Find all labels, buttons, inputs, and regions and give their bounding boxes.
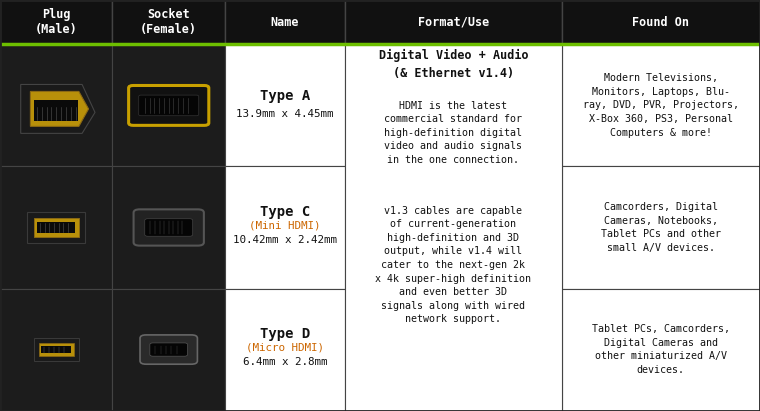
Bar	[112, 44, 225, 166]
Bar	[225, 0, 345, 44]
Bar	[0, 166, 112, 289]
Bar	[345, 0, 562, 44]
FancyBboxPatch shape	[128, 85, 209, 125]
Bar	[39, 343, 74, 356]
Bar	[41, 346, 71, 353]
Text: (Mini HDMI): (Mini HDMI)	[249, 220, 321, 231]
Text: v1.3 cables are capable
of current-generation
high-definition and 3D
output, whi: v1.3 cables are capable of current-gener…	[375, 206, 531, 324]
Text: (Micro HDMI): (Micro HDMI)	[246, 342, 324, 353]
Text: Type C: Type C	[260, 205, 310, 219]
Bar	[0, 44, 112, 166]
Bar	[0, 0, 112, 44]
Bar	[225, 289, 345, 411]
Text: Camcorders, Digital
Cameras, Notebooks,
Tablet PCs and other
small A/V devices.: Camcorders, Digital Cameras, Notebooks, …	[601, 202, 720, 253]
Text: Tablet PCs, Camcorders,
Digital Cameras and
other miniaturized A/V
devices.: Tablet PCs, Camcorders, Digital Cameras …	[592, 324, 730, 375]
FancyBboxPatch shape	[140, 335, 198, 364]
Text: Plug
(Male): Plug (Male)	[35, 8, 78, 36]
Bar	[27, 212, 85, 243]
FancyBboxPatch shape	[144, 219, 193, 236]
Bar	[562, 166, 760, 289]
Text: 13.9mm x 4.45mm: 13.9mm x 4.45mm	[236, 109, 334, 120]
Text: Type D: Type D	[260, 327, 310, 341]
Bar	[33, 218, 79, 237]
Bar	[562, 44, 760, 166]
Bar	[0, 289, 112, 411]
Text: Modern Televisions,
Monitors, Laptops, Blu-
ray, DVD, PVR, Projectors,
X-Box 360: Modern Televisions, Monitors, Laptops, B…	[583, 73, 739, 138]
Polygon shape	[21, 84, 95, 133]
Bar	[37, 222, 75, 233]
Text: Found On: Found On	[632, 16, 689, 29]
Text: Type A: Type A	[260, 89, 310, 104]
Text: Socket
(Female): Socket (Female)	[140, 8, 197, 36]
FancyBboxPatch shape	[139, 95, 198, 116]
Bar	[112, 166, 225, 289]
FancyBboxPatch shape	[134, 209, 204, 246]
Text: 10.42mm x 2.42mm: 10.42mm x 2.42mm	[233, 235, 337, 245]
Polygon shape	[30, 91, 88, 127]
Bar	[112, 0, 225, 44]
Text: Name: Name	[271, 16, 299, 29]
Bar	[562, 289, 760, 411]
Text: Format/Use: Format/Use	[418, 16, 489, 29]
Bar	[225, 44, 345, 166]
FancyBboxPatch shape	[150, 343, 188, 356]
Text: Digital Video + Audio
(& Ethernet v1.4): Digital Video + Audio (& Ethernet v1.4)	[378, 49, 528, 81]
Bar	[345, 44, 562, 411]
Text: 6.4mm x 2.8mm: 6.4mm x 2.8mm	[242, 357, 328, 367]
Bar	[562, 0, 760, 44]
Bar	[33, 338, 79, 361]
Bar	[225, 166, 345, 289]
Bar	[33, 100, 78, 121]
Text: HDMI is the latest
commercial standard for
high-definition digital
video and aud: HDMI is the latest commercial standard f…	[385, 101, 522, 165]
Bar	[112, 289, 225, 411]
